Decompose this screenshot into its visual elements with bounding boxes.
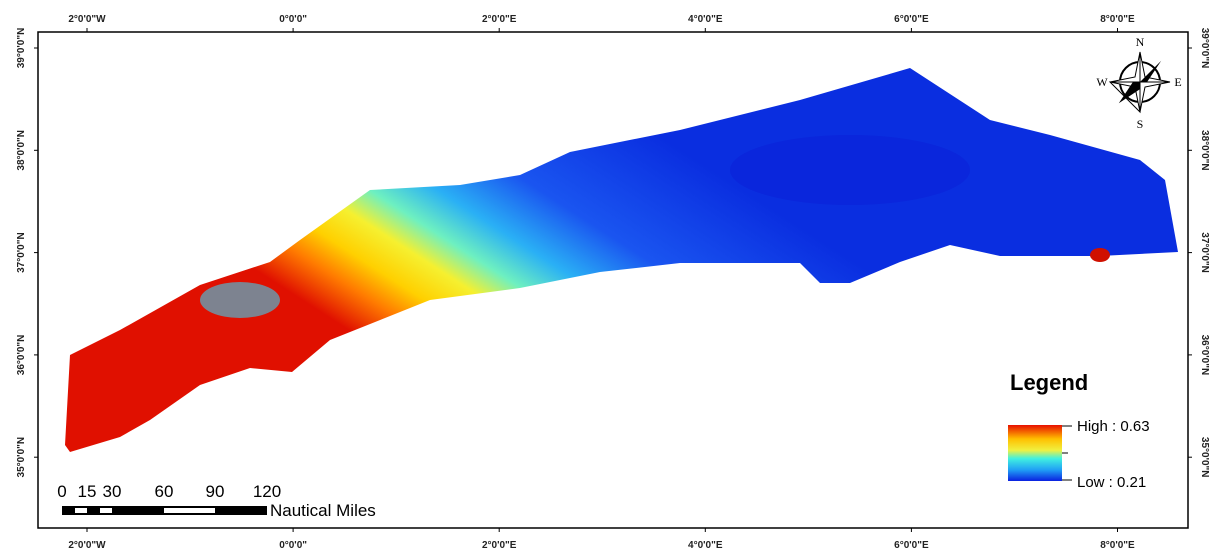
lon-label-top: 6°0'0"E	[894, 14, 929, 25]
scale-label: 15	[78, 482, 97, 501]
scale-label: 60	[155, 482, 174, 501]
raster-patch	[730, 135, 970, 205]
legend-high: High : 0.63	[1077, 418, 1150, 435]
raster-patch	[200, 282, 280, 318]
lat-label-left: 35°0'0"N	[16, 437, 27, 478]
compass-w: W	[1096, 75, 1108, 89]
lat-label-left: 37°0'0"N	[16, 232, 27, 273]
lat-label-right: 37°0'0"N	[1199, 232, 1210, 273]
lat-label-left: 39°0'0"N	[16, 28, 27, 69]
lon-label-bottom: 2°0'0"W	[68, 540, 106, 551]
scale-bar	[62, 506, 267, 515]
lon-label-top: 2°0'0"W	[68, 14, 106, 25]
map-frame	[37, 31, 1189, 529]
compass: N S E W	[1096, 35, 1181, 131]
scale-unit: Nautical Miles	[270, 501, 376, 520]
compass-s: S	[1137, 117, 1144, 131]
raster-patch	[1090, 248, 1110, 262]
lon-label-bottom: 0°0'0"	[279, 540, 307, 551]
lon-label-top: 4°0'0"E	[688, 14, 723, 25]
lon-label-top: 0°0'0"	[279, 14, 307, 25]
legend-ramp	[1008, 425, 1062, 481]
lat-label-right: 36°0'0"N	[1199, 335, 1210, 376]
lon-label-bottom: 6°0'0"E	[894, 540, 929, 551]
legend-title: Legend	[1010, 370, 1088, 395]
lon-label-bottom: 2°0'0"E	[482, 540, 517, 551]
scale-label: 120	[253, 482, 281, 501]
compass-e: E	[1174, 75, 1181, 89]
lat-label-left: 36°0'0"N	[16, 335, 27, 376]
lon-label-bottom: 8°0'0"E	[1100, 540, 1135, 551]
lat-label-right: 35°0'0"N	[1199, 437, 1210, 478]
legend-low: Low : 0.21	[1077, 474, 1146, 491]
scale-label: 0	[57, 482, 66, 501]
compass-n: N	[1136, 35, 1145, 49]
lon-label-top: 2°0'0"E	[482, 14, 517, 25]
lon-label-top: 8°0'0"E	[1100, 14, 1135, 25]
scale-label: 30	[103, 482, 122, 501]
lon-label-bottom: 4°0'0"E	[688, 540, 723, 551]
scale-label: 90	[206, 482, 225, 501]
lat-label-left: 38°0'0"N	[16, 130, 27, 171]
lat-label-right: 39°0'0"N	[1199, 28, 1210, 69]
lat-label-right: 38°0'0"N	[1199, 130, 1210, 171]
